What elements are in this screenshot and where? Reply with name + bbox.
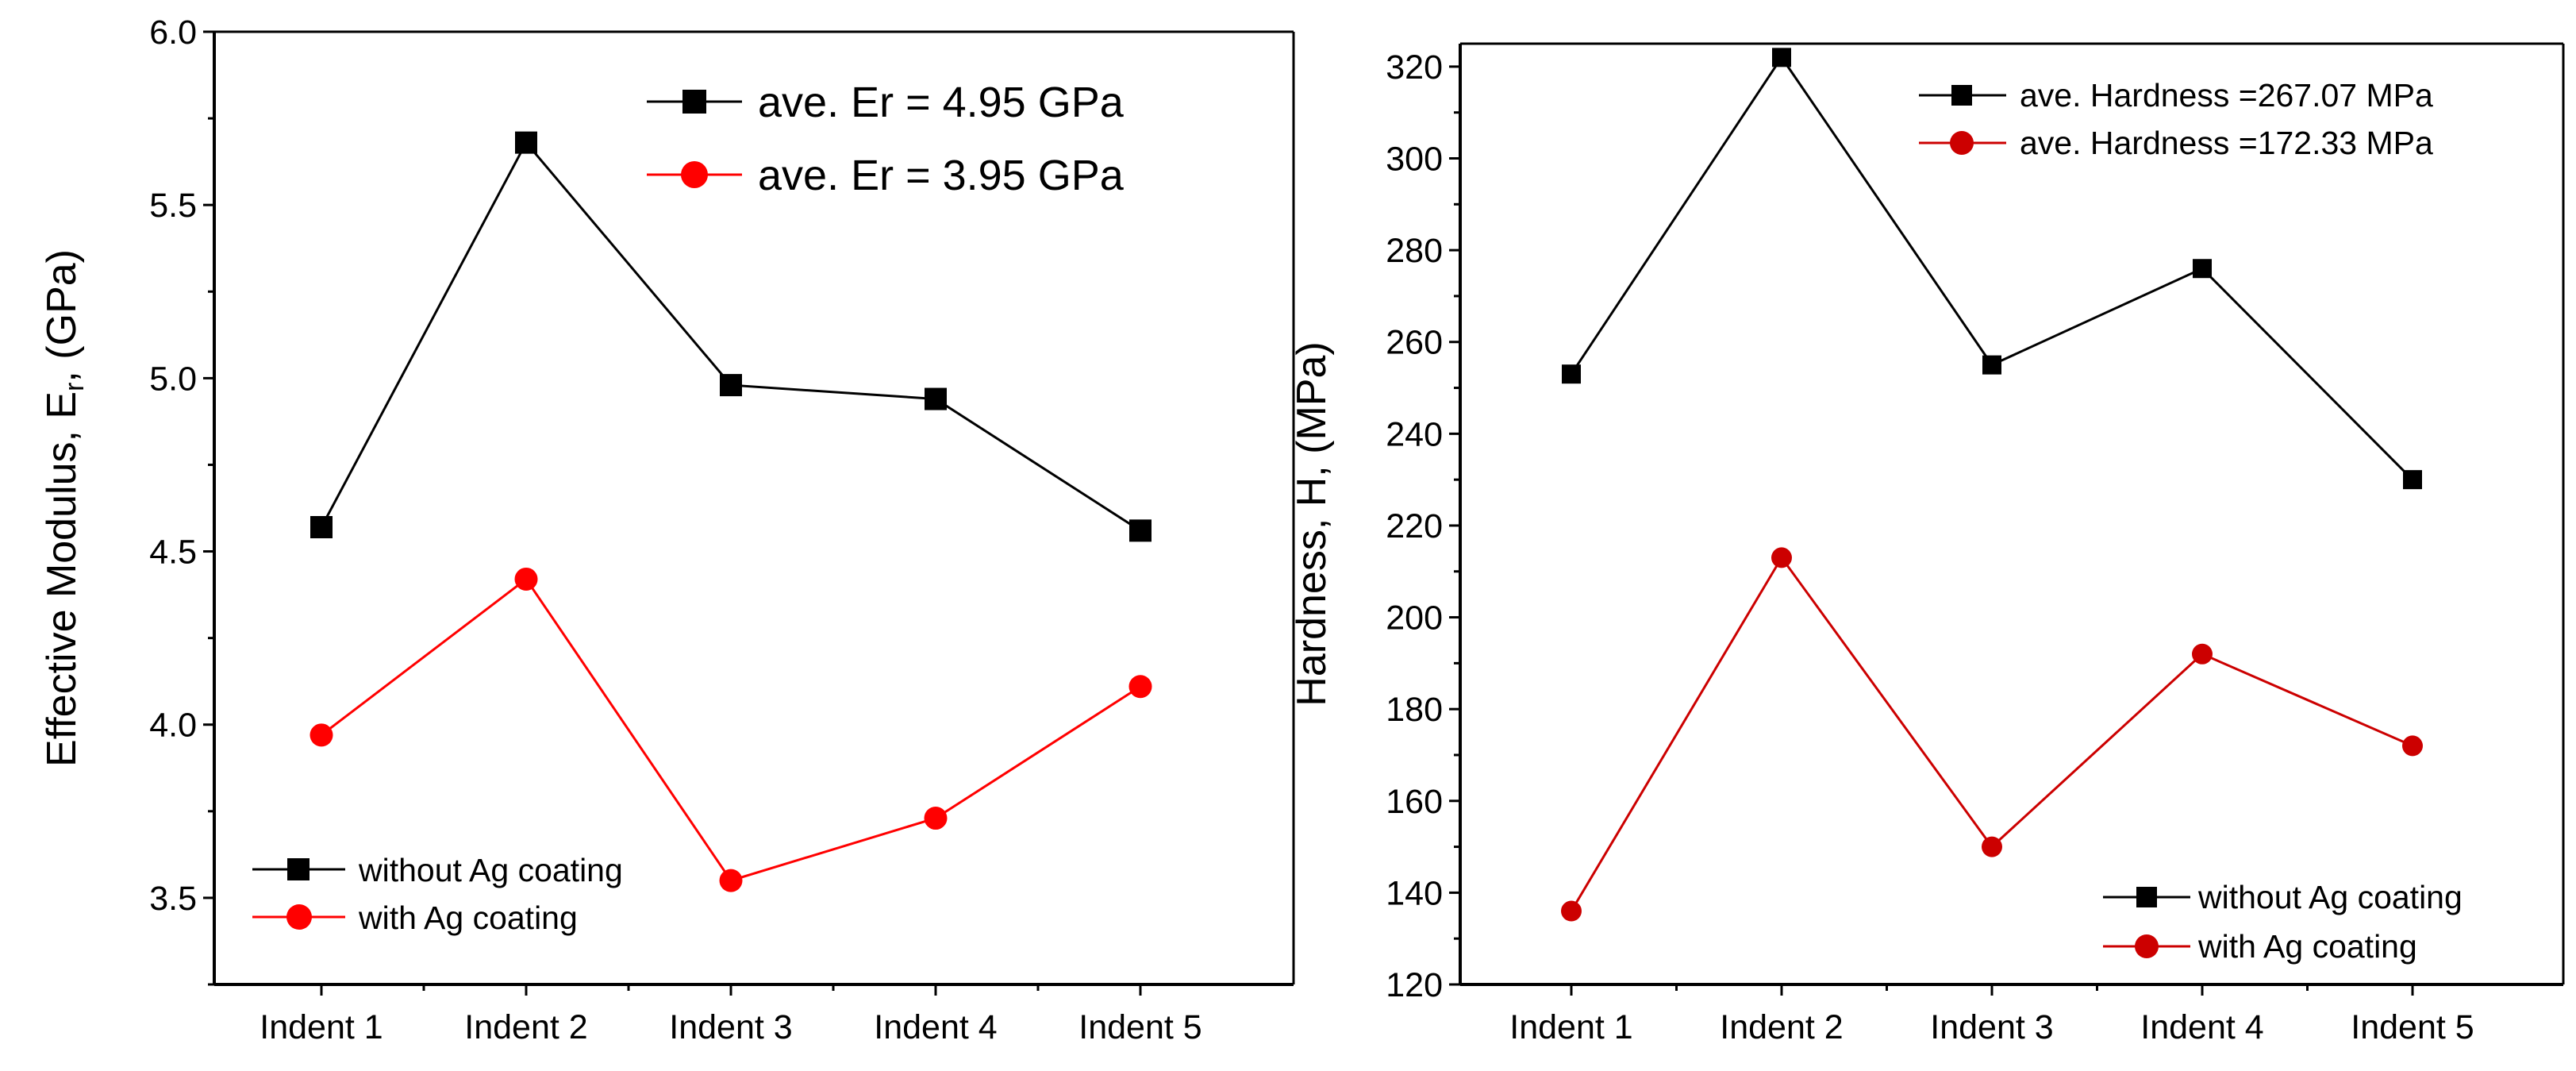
- x-tick-label: Indent 4: [2140, 1008, 2263, 1046]
- series-1-point: [514, 567, 538, 591]
- series-line-0: [1570, 55, 2414, 481]
- y-tick-label: 180: [1386, 691, 1443, 729]
- x-tick-label: Indent 1: [260, 1008, 383, 1046]
- average-legend-text-0: ave. Hardness =267.07 MPa: [2020, 77, 2433, 114]
- x-tick-label: Indent 2: [1720, 1008, 1843, 1046]
- series-legend-text-0: without Ag coating: [358, 852, 623, 888]
- y-tick-label: 320: [1386, 48, 1443, 87]
- x-tick-label: Indent 2: [464, 1008, 587, 1046]
- series-0-point: [1129, 519, 1152, 542]
- series-1-point: [1128, 675, 1152, 699]
- average-legend-marker-0: [682, 90, 706, 114]
- y-tick-label: 140: [1386, 874, 1443, 912]
- y-tick-label: 3.5: [149, 880, 197, 918]
- series-1-point: [2402, 735, 2423, 757]
- average-legend-text-0: ave. Er = 4.95 GPa: [758, 79, 1125, 126]
- x-tick-label: Indent 5: [2351, 1008, 2474, 1046]
- x-tick-label: Indent 3: [669, 1008, 792, 1046]
- series-legend-marker-0: [2136, 887, 2157, 907]
- series-legend-text-1: with Ag coating: [358, 900, 578, 936]
- y-tick-label: 4.5: [149, 534, 197, 572]
- series-legend-text-0: without Ag coating: [2197, 879, 2463, 915]
- average-legend: ave. Hardness =267.07 MPa ave. Hardness …: [1919, 77, 2433, 161]
- y-tick-label: 260: [1386, 324, 1443, 362]
- series-legend-marker-1: [2135, 934, 2159, 958]
- y-tick-label: 160: [1386, 783, 1443, 821]
- series-0-point: [515, 131, 537, 154]
- x-tick-label: Indent 1: [1509, 1008, 1632, 1046]
- average-legend-marker-1: [1950, 131, 1974, 155]
- y-tick-label: 5.5: [149, 187, 197, 225]
- series-1-point: [1982, 836, 2002, 857]
- series-legend-text-1: with Ag coating: [2197, 928, 2417, 965]
- series-line-0: [320, 140, 1141, 532]
- series-1-point: [310, 723, 333, 747]
- y-tick-label: 220: [1386, 507, 1443, 545]
- y-tick-label: 6.0: [149, 13, 197, 52]
- series-0-point: [310, 516, 333, 538]
- y-axis-title: Hardness, H, (MPa): [1289, 341, 1335, 706]
- y-tick-label: 200: [1386, 599, 1443, 638]
- series-1-point: [924, 807, 948, 830]
- series-legend: without Ag coating with Ag coating: [252, 852, 623, 936]
- series-line-1: [1570, 555, 2413, 912]
- average-legend: ave. Er = 4.95 GPa ave. Er = 3.95 GPa: [647, 79, 1125, 199]
- series-0-point: [720, 374, 742, 397]
- series-0-point: [1772, 48, 1791, 67]
- series-0-point: [2403, 470, 2422, 490]
- average-legend-marker-1: [681, 161, 708, 188]
- y-tick-label: 4.0: [149, 707, 197, 745]
- series-0-point: [1562, 364, 1581, 384]
- y-tick-label: 5.0: [149, 360, 197, 398]
- series-1-point: [2192, 643, 2213, 665]
- series-1-point: [1771, 547, 1792, 568]
- y-axis-title-suffix: , (GPa): [39, 249, 85, 383]
- series-line-1: [321, 577, 1141, 882]
- y-axis-title: Effective Modulus, Er, (GPa): [39, 249, 90, 767]
- series-1-point: [1561, 900, 1582, 922]
- series-1-point: [719, 869, 743, 892]
- x-tick-label: Indent 4: [874, 1008, 997, 1046]
- series-legend-marker-1: [286, 904, 312, 930]
- y-tick-label: 240: [1386, 415, 1443, 453]
- average-legend-text-1: ave. Er = 3.95 GPa: [758, 152, 1125, 199]
- series-legend: without Ag coating with Ag coating: [2103, 879, 2463, 965]
- average-legend-marker-0: [1951, 85, 1972, 106]
- y-tick-label: 300: [1386, 141, 1443, 179]
- y-axis-title-main: Effective Modulus, E: [39, 391, 85, 767]
- y-tick-label: 120: [1386, 966, 1443, 1004]
- y-axis-title-subscript: r: [60, 383, 90, 391]
- series-legend-marker-0: [287, 858, 310, 880]
- series-0-point: [2193, 259, 2212, 279]
- hardness-chart: 120 140 160 180 200 220 240 260 280 300 320 Indent…: [1289, 42, 2565, 1046]
- series-0-point: [925, 387, 947, 410]
- x-tick-label: Indent 5: [1078, 1008, 1201, 1046]
- x-tick-label: Indent 3: [1930, 1008, 2053, 1046]
- modulus-chart: 3.5 4.0 4.5 5.0 5.5 6.0 Indent 1 Indent 2 Inden…: [39, 13, 1295, 1046]
- series-0-point: [1982, 355, 2001, 375]
- y-tick-label: 280: [1386, 232, 1443, 270]
- average-legend-text-1: ave. Hardness =172.33 MPa: [2020, 125, 2433, 161]
